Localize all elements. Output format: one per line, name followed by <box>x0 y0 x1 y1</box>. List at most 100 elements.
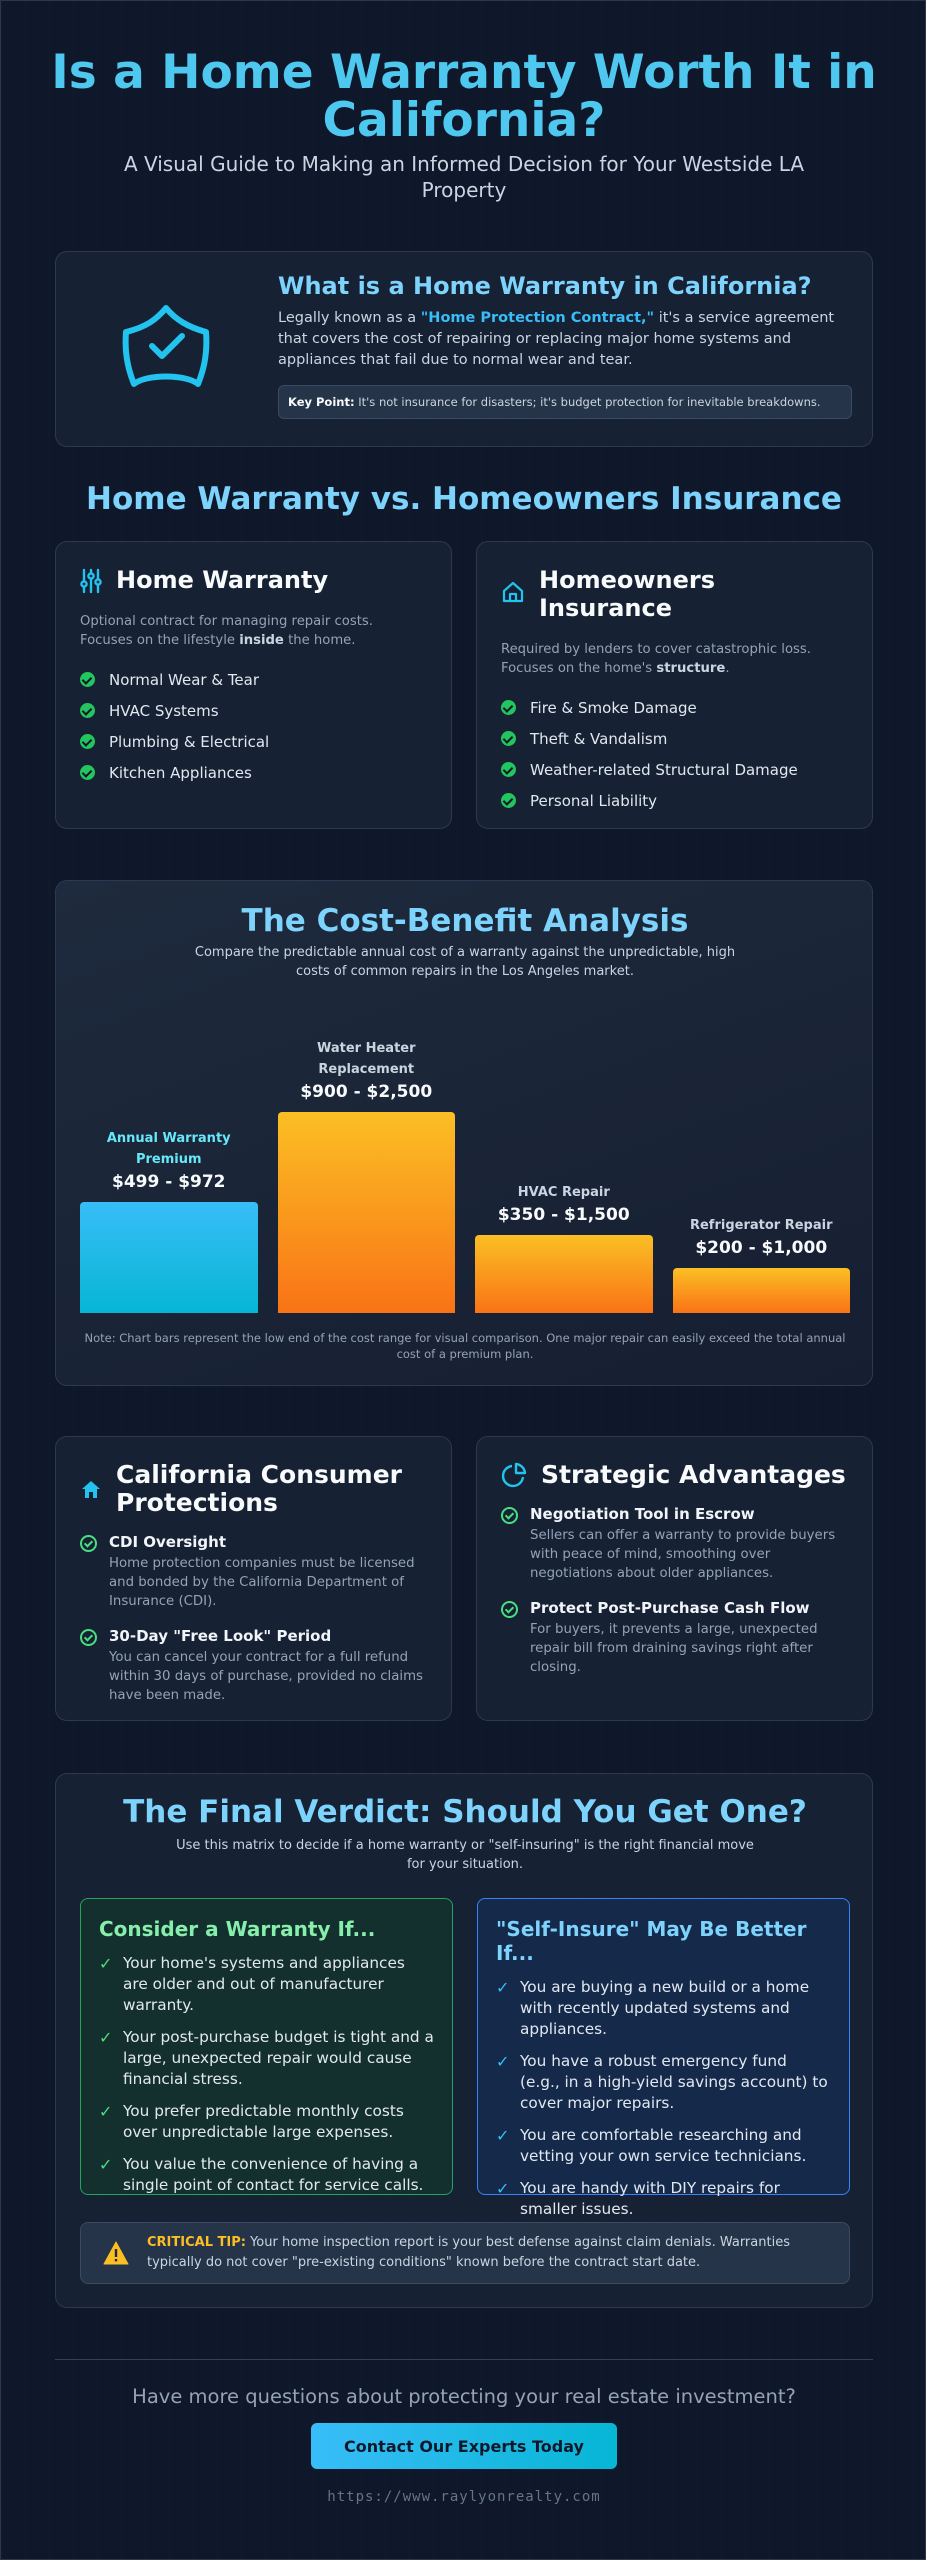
check-ring <box>80 1535 97 1552</box>
card-title: Homeowners Insurance <box>539 566 716 622</box>
feature-title-row: California Consumer Protections <box>80 1461 427 1517</box>
bar-value-label: $350 - $1,500 <box>497 1204 630 1225</box>
card-title-row: Homeowners Insurance <box>501 566 848 622</box>
intro-text: Legally known as a "Home Protection Cont… <box>278 308 852 371</box>
check-ring <box>501 1601 518 1618</box>
verdict-item: ✓ Your post-purchase budget is tight and … <box>99 2027 434 2090</box>
coverage-text: Plumbing & Electrical <box>109 732 270 751</box>
check-icon <box>501 731 516 746</box>
column-title: Consider a Warranty If... <box>99 1917 376 1941</box>
card-description: Required by lenders to cover catastrophi… <box>501 640 848 678</box>
bar-category: HVAC Repair <box>517 1184 610 1200</box>
bar-category: Annual Warranty Premium <box>106 1130 231 1167</box>
bar-value-label: $499 - $972 <box>111 1171 226 1192</box>
house-icon <box>502 581 524 603</box>
feature-card: Strategic Advantages Negotiation Tool in … <box>476 1436 873 1721</box>
feature-item: CDI Oversight Home protection companies m… <box>80 1533 427 1611</box>
coverage-text: Weather-related Structural Damage <box>530 760 798 779</box>
text-run: Required by lenders to cover catastrophi… <box>501 642 811 676</box>
home-icon <box>82 1481 100 1498</box>
coverage-text: HVAC Systems <box>109 701 219 720</box>
contact-button[interactable]: Contact Our Experts Today <box>311 2423 617 2469</box>
check-mark: ✓ <box>496 1978 510 1997</box>
verdict-item: ✓ You are buying a new build or a home wi… <box>496 1977 831 2040</box>
feature-heading: Protect Post-Purchase Cash Flow <box>530 1599 810 1617</box>
feature-title-row: Strategic Advantages <box>501 1461 848 1489</box>
chart-card: The Cost-Benefit Analysis Compare the pr… <box>55 880 873 1386</box>
feature-title: Strategic Advantages <box>541 1460 846 1489</box>
verdict-item: ✓ You are handy with DIY repairs for smal… <box>496 2178 831 2220</box>
check-mark: ✓ <box>496 2052 510 2071</box>
verdict-item: ✓ Your home's systems and appliances are … <box>99 1953 434 2016</box>
intro-body: What is a Home Warranty in California? L… <box>278 272 852 419</box>
feature-item: Protect Post-Purchase Cash Flow For buyer… <box>501 1599 848 1677</box>
bar <box>80 1201 258 1313</box>
key-point: Key Point: It's not insurance for disast… <box>278 385 852 419</box>
tip-text: Your home inspection report is your best… <box>147 2235 790 2270</box>
bar-category: Refrigerator Repair <box>689 1218 833 1234</box>
comparison-card: Homeowners Insurance Required by lenders … <box>476 541 873 829</box>
comparison-card: Home Warranty Optional contract for manag… <box>55 541 452 829</box>
coverage-item: Weather-related Structural Damage <box>501 754 848 785</box>
feature-text: CDI Oversight Home protection companies m… <box>109 1533 427 1611</box>
comparison-heading: Home Warranty vs. Homeowners Insurance <box>86 481 842 517</box>
key-label: Key Point: <box>288 395 355 409</box>
sliders-icon <box>80 568 102 594</box>
coverage-text: Kitchen Appliances <box>109 763 252 782</box>
feature-description: For buyers, it prevents a large, unexpec… <box>530 1622 818 1675</box>
shield-icon <box>122 305 210 387</box>
verdict-item: ✓ You have a robust emergency fund (e.g.,… <box>496 2051 831 2114</box>
coverage-item: Plumbing & Electrical <box>80 726 427 757</box>
feature-heading: 30-Day "Free Look" Period <box>109 1627 332 1645</box>
feature-description: You can cancel your contract for a full … <box>109 1650 423 1703</box>
card-title: Home Warranty <box>116 566 329 594</box>
check-ring <box>80 1629 97 1646</box>
verdict-heading: The Final Verdict: Should You Get One? <box>123 1794 807 1830</box>
tip-label: CRITICAL TIP: <box>147 2235 246 2250</box>
card-title-row: Home Warranty <box>80 566 427 594</box>
feature-card: California Consumer Protections CDI Overs… <box>55 1436 452 1721</box>
bar <box>277 1112 455 1313</box>
check-icon <box>80 765 95 780</box>
chart-subtitle: Compare the predictable annual cost of a… <box>194 945 736 979</box>
footer-url[interactable]: https://www.raylyonrealty.com <box>327 2489 601 2505</box>
coverage-text: Normal Wear & Tear <box>109 670 260 689</box>
check-mark: ✓ <box>99 1954 113 1973</box>
feature-item: Negotiation Tool in Escrow Sellers can of… <box>501 1505 848 1583</box>
check-mark: ✓ <box>99 2028 113 2047</box>
check-ring <box>501 1507 518 1524</box>
footer-question: Have more questions about protecting you… <box>132 2385 796 2408</box>
coverage-item: Kitchen Appliances <box>80 757 427 788</box>
feature-description: Sellers can offer a warranty to provide … <box>530 1528 836 1581</box>
bar-value-label: $200 - $1,000 <box>695 1238 828 1259</box>
card-description: Optional contract for managing repair co… <box>80 612 427 650</box>
key-text: It's not insurance for disasters; it's b… <box>358 395 821 409</box>
feature-heading: CDI Oversight <box>109 1533 227 1551</box>
emphasis: "Home Protection Contract," <box>420 310 655 326</box>
verdict-text: You value the convenience of having a si… <box>123 2155 424 2194</box>
coverage-item: Personal Liability <box>501 785 848 816</box>
check-mark: ✓ <box>99 2155 113 2174</box>
coverage-item: Fire & Smoke Damage <box>501 692 848 723</box>
bar <box>475 1234 653 1313</box>
verdict-text: You are buying a new build or a home wit… <box>520 1978 810 2038</box>
feature-heading: Negotiation Tool in Escrow <box>530 1505 755 1523</box>
bar-label-group: Refrigerator Repair $200 - $1,000 <box>673 1215 851 1258</box>
verdict-text: Your post-purchase budget is tight and a… <box>123 2028 434 2088</box>
intro-heading: What is a Home Warranty in California? <box>278 272 812 300</box>
feature-text: Negotiation Tool in Escrow Sellers can of… <box>530 1505 848 1583</box>
bar-value-label: $900 - $2,500 <box>300 1082 433 1102</box>
coverage-text: Theft & Vandalism <box>530 729 668 748</box>
coverage-item: Normal Wear & Tear <box>80 664 427 695</box>
divider <box>55 2359 873 2360</box>
verdict-card: The Final Verdict: Should You Get One? U… <box>55 1773 873 2308</box>
feature-description: Home protection companies must be licens… <box>109 1556 415 1609</box>
bar-label-group: Water Heater Replacement $900 - $2,500 <box>278 1038 456 1102</box>
verdict-text: Your home's systems and appliances are o… <box>123 1954 405 2014</box>
intro-card: What is a Home Warranty in California? L… <box>55 251 873 447</box>
verdict-item: ✓ You are comfortable researching and vet… <box>496 2125 831 2167</box>
bar <box>672 1268 850 1313</box>
text-run: it's a service agreement that covers the… <box>278 310 835 368</box>
verdict-column: Consider a Warranty If... ✓ Your home's sy… <box>80 1898 453 2195</box>
